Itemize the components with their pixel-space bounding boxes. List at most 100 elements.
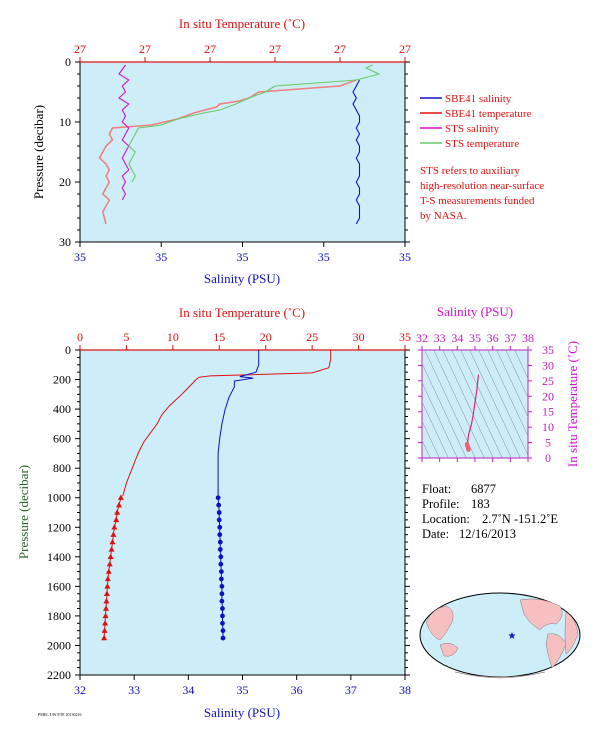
main-pressure-axis-label: Pressure (decibar) [16,465,31,559]
ts-deep-point [466,447,471,452]
ts-temperature-tick-label: 10 [542,420,554,434]
top-pressure-tick-label: 20 [59,175,71,189]
ts-salinity-ticks: 32 33 34 35 36 37 38 [416,331,534,462]
ts-density-contour [422,420,440,458]
top-series-group [98,64,381,225]
main-series-group [101,350,332,641]
legend-label-sts-salinity: STS salinity [445,123,500,135]
main-salinity-axis-label: Salinity (PSU) [204,705,280,720]
ts-density-contour [478,350,528,456]
temperature-sample-point [113,516,120,523]
temperature-sample-point [107,553,114,560]
main-pressure-ticks: 0 200 400 600 800 1000 1200 1400 1600 1800 2000 220… [47,343,410,682]
temperature-sample-point [110,531,117,537]
profile-label: Profile: [422,497,460,511]
ts-salinity-tick-label: 35 [469,331,481,345]
ts-density-contour [433,350,485,458]
footer-code: PMEL/UW ETF 20130216 [38,712,81,717]
temperature-sample-point [103,590,110,596]
salinity-sample-point [215,495,221,501]
main-series-salinity [217,350,260,497]
top-panel: In situ Temperature (˚C) 27 27 27 27 27 27 Sa… [31,16,544,286]
main-temperature-tick-label: 10 [167,330,179,344]
date-label: Date: [422,527,449,541]
temperature-sample-point [102,620,109,626]
temperature-sample-point [101,627,108,633]
main-pressure-tick-label: 1800 [47,609,71,623]
salinity-sample-point [220,613,225,619]
temperature-sample-point [117,494,124,500]
top-temperature-tick-label: 27 [334,42,346,56]
main-temperature-tick-label: 35 [399,330,411,344]
top-series-sts-temperature [128,64,381,183]
salinity-sample-point [216,502,222,508]
ts-density-contour [487,350,528,437]
salinity-sample-point [217,532,223,538]
ts-salinity-axis-label: Salinity (PSU) [437,304,513,319]
main-salinity-tick-label: 34 [182,683,194,697]
ts-temperature-tick-label: 5 [545,436,551,450]
top-legend: SBE41 salinity SBE41 temperature STS sal… [420,93,532,150]
date-value: 12/16/2013 [459,527,516,541]
temperature-sample-point [103,597,110,604]
main-salinity-tick-label: 33 [128,683,140,697]
top-series-sbe41-temperature [98,79,357,225]
main-salinity-tick-label: 36 [291,683,303,697]
ts-temperature-tick-label: 30 [542,358,554,372]
salinity-sample-point [218,576,224,582]
temperature-sample-point [109,538,116,545]
ts-density-contour [514,350,528,379]
sts-note-line-3: T-S measurements funded [420,195,535,207]
top-temperature-tick-label: 27 [399,42,411,56]
location-value: 2.7˚N -151.2˚E [482,512,558,526]
temperature-sample-point [103,605,109,611]
ts-diagram: Salinity (PSU) 32 33 34 35 36 37 38 In situ Te… [416,304,580,467]
world-map: ★ [419,592,581,679]
main-temperature-tick-label: 20 [260,330,272,344]
float-info: Float: 6877 Profile: 183 Location: 2.7˚N… [422,482,558,541]
float-value: 6877 [471,482,496,496]
top-salinity-tick-label: 35 [318,250,330,264]
main-salinity-tick-label: 37 [345,683,357,697]
main-series-temperature [122,350,332,497]
salinity-sample-point [216,510,222,515]
ts-density-contours [422,350,528,458]
sts-note-line-4: by NASA. [420,210,467,222]
map-australia [439,642,459,657]
top-pressure-tick-label: 10 [59,115,71,129]
top-pressure-tick-label: 0 [65,55,71,69]
main-plot-area [79,349,406,676]
profile-value: 183 [471,497,490,511]
temperature-sample-point [111,524,118,530]
top-plot-area [79,61,406,243]
ts-density-contour [422,362,467,458]
temperature-sample-point [104,583,111,589]
main-temperature-tick-label: 5 [123,330,129,344]
top-salinity-tick-label: 35 [74,250,86,264]
main-pressure-tick-label: 800 [53,461,71,475]
ts-density-contour [422,439,431,458]
top-salinity-tick-label: 35 [237,250,249,264]
ts-density-contour [424,350,476,458]
ts-salinity-tick-label: 32 [416,331,428,345]
ts-series-group [464,374,480,452]
main-salinity-tick-label: 32 [74,683,86,697]
main-pressure-tick-label: 400 [53,402,71,416]
top-temperature-tick-label: 27 [269,42,281,56]
salinity-sample-point [219,591,225,597]
ts-salinity-tick-label: 38 [522,331,534,345]
top-temperature-tick-label: 27 [139,42,151,56]
legend-label-sbe41-temperature: SBE41 temperature [445,108,532,120]
legend-label-sts-temperature: STS temperature [445,138,519,150]
top-pressure-tick-label: 30 [59,235,71,249]
main-pressure-tick-label: 1200 [47,520,71,534]
temperature-sample-point [114,509,121,515]
top-salinity-tick-label: 35 [399,250,411,264]
ts-salinity-tick-label: 34 [451,331,463,345]
top-salinity-ticks: 35 35 35 35 35 [74,242,411,264]
ts-temperature-axis-label: In situ Temperature (˚C) [565,341,580,467]
ts-density-contour [442,350,494,458]
salinity-sample-point [219,583,225,589]
